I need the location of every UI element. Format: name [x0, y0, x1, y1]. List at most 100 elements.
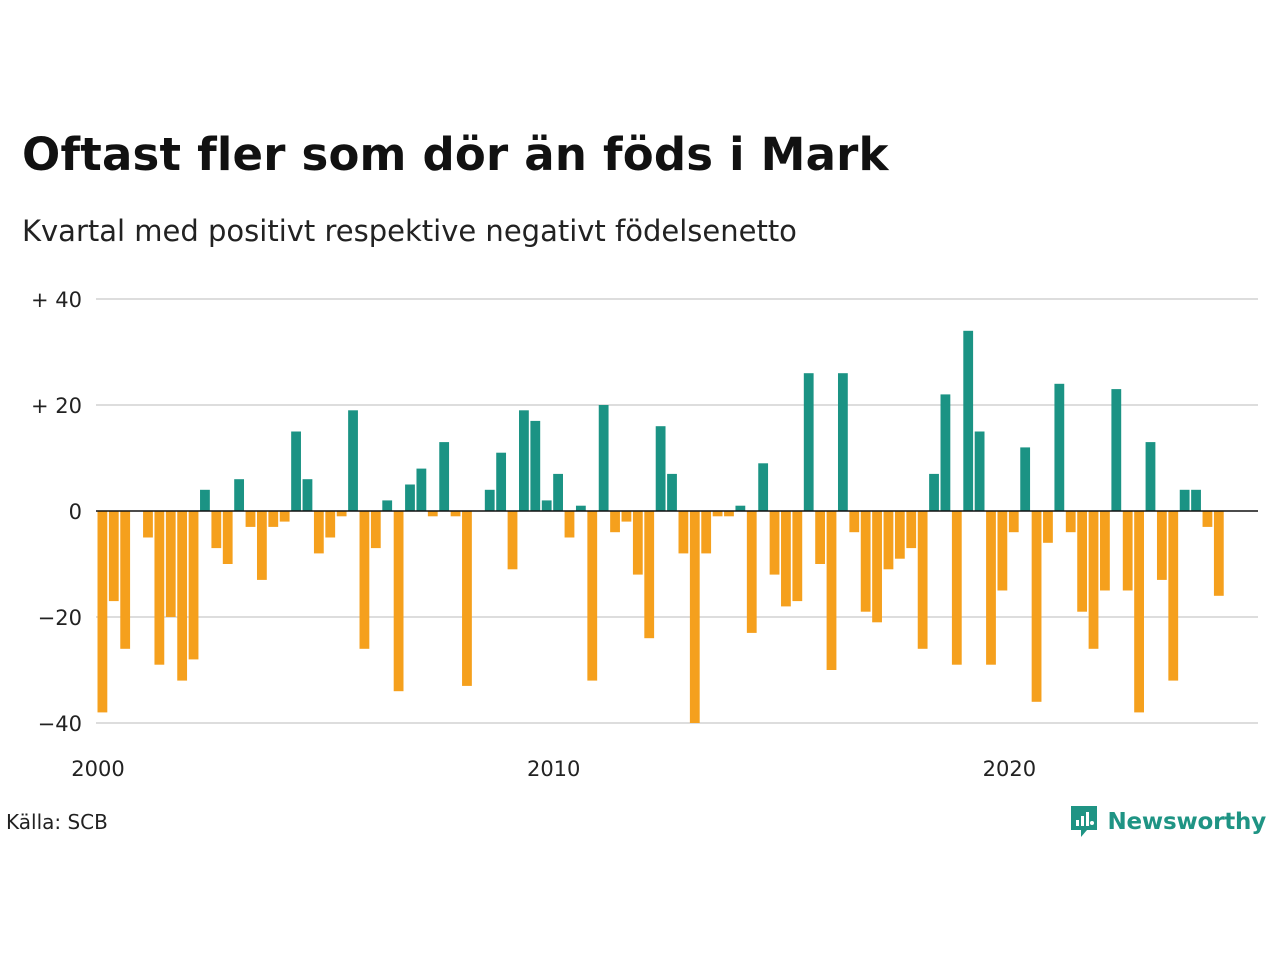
- bar-negative: [769, 511, 780, 575]
- bar-negative: [313, 511, 324, 554]
- bar-negative: [894, 511, 905, 559]
- bar-negative: [450, 511, 461, 517]
- bar-negative: [1213, 511, 1224, 596]
- bar-negative: [610, 511, 620, 533]
- bar-negative: [279, 511, 290, 522]
- bar-positive: [496, 452, 507, 511]
- y-tick-label: 0: [69, 500, 82, 524]
- bar-negative: [1156, 511, 1167, 580]
- bar-positive: [416, 468, 427, 511]
- bar-positive: [439, 442, 450, 511]
- bar-positive: [974, 431, 985, 511]
- bar-positive: [758, 463, 769, 511]
- bar-negative: [781, 511, 791, 607]
- bar-positive: [837, 373, 848, 511]
- bar-negative: [359, 511, 370, 649]
- bar-positive: [348, 410, 358, 511]
- y-tick-label: −40: [38, 712, 82, 736]
- bar-negative: [701, 511, 712, 554]
- bar-negative: [507, 511, 518, 570]
- bar-negative: [587, 511, 598, 681]
- bar-positive: [1054, 383, 1065, 511]
- bar-positive: [302, 479, 313, 511]
- bar-positive: [541, 500, 552, 511]
- bar-negative: [1077, 511, 1088, 612]
- bar-negative: [1122, 511, 1133, 591]
- bar-negative: [165, 511, 176, 617]
- bar-negative: [1088, 511, 1099, 649]
- bar-positive: [519, 410, 529, 511]
- bar-positive: [553, 473, 563, 511]
- y-tick-label: + 20: [31, 394, 82, 418]
- bar-positive: [1191, 489, 1201, 511]
- bar-negative: [1168, 511, 1179, 681]
- bar-positive: [598, 405, 609, 511]
- bar-negative: [97, 511, 108, 713]
- bar-negative: [906, 511, 917, 549]
- bar-negative: [712, 511, 723, 517]
- bar-negative: [462, 511, 472, 686]
- bar-negative: [792, 511, 803, 602]
- bar-negative: [632, 511, 643, 575]
- bar-negative: [917, 511, 928, 649]
- bar-negative: [211, 511, 222, 549]
- bar-positive: [291, 431, 301, 511]
- bar-negative: [1134, 511, 1144, 713]
- bar-positive: [405, 484, 415, 511]
- bar-negative: [724, 511, 734, 517]
- bar-negative: [154, 511, 165, 665]
- x-tick-label: 2000: [71, 757, 124, 781]
- newsworthy-logo-icon: [1071, 806, 1098, 837]
- bar-negative: [689, 511, 700, 723]
- bar-positive: [530, 420, 541, 511]
- chart-subtitle: Kvartal med positivt respektive negativt…: [22, 214, 797, 248]
- bars: [97, 330, 1224, 723]
- bar-negative: [986, 511, 996, 665]
- bar-negative: [1008, 511, 1019, 533]
- bar-negative: [370, 511, 381, 549]
- bar-positive: [1179, 489, 1190, 511]
- bar-negative: [1043, 511, 1053, 543]
- y-tick-label: + 40: [31, 288, 82, 312]
- y-tick-label: −20: [38, 606, 82, 630]
- bar-negative: [678, 511, 689, 554]
- bar-positive: [667, 473, 677, 511]
- bar-negative: [177, 511, 188, 681]
- bar-negative: [872, 511, 882, 623]
- gridlines: [96, 298, 1258, 724]
- bar-negative: [268, 511, 279, 527]
- axes: + 40 + 20 0 −20 −40 2000 2010 2020: [31, 288, 1258, 781]
- bar-negative: [621, 511, 632, 522]
- bar-positive: [929, 473, 939, 511]
- x-tick-label: 2020: [983, 757, 1036, 781]
- bar-positive: [484, 489, 495, 511]
- bar-negative: [883, 511, 894, 570]
- bar-positive: [1111, 389, 1122, 511]
- bar-positive: [575, 505, 586, 511]
- bar-negative: [245, 511, 256, 527]
- bar-positive: [382, 500, 393, 511]
- bar-positive: [940, 394, 951, 511]
- source-label: Källa: SCB: [6, 810, 108, 834]
- bar-negative: [849, 511, 860, 533]
- bar-positive: [1020, 447, 1031, 511]
- bar-negative: [826, 511, 837, 670]
- bar-positive: [735, 505, 746, 511]
- bar-negative: [393, 511, 404, 692]
- bar-positive: [1145, 442, 1156, 511]
- bar-negative: [222, 511, 233, 564]
- bar-positive: [234, 479, 245, 511]
- bar-positive: [803, 373, 814, 511]
- bar-negative: [1065, 511, 1076, 533]
- brand-logo[interactable]: Newsworthy: [1069, 802, 1266, 842]
- x-tick-label: 2010: [527, 757, 580, 781]
- bar-negative: [815, 511, 826, 564]
- bar-negative: [188, 511, 199, 660]
- bar-positive: [200, 489, 210, 511]
- bar-positive: [655, 426, 666, 511]
- bar-negative: [1031, 511, 1042, 702]
- chart-title: Oftast fler som dör än föds i Mark: [22, 128, 889, 181]
- bar-negative: [120, 511, 131, 649]
- bar-negative: [108, 511, 119, 602]
